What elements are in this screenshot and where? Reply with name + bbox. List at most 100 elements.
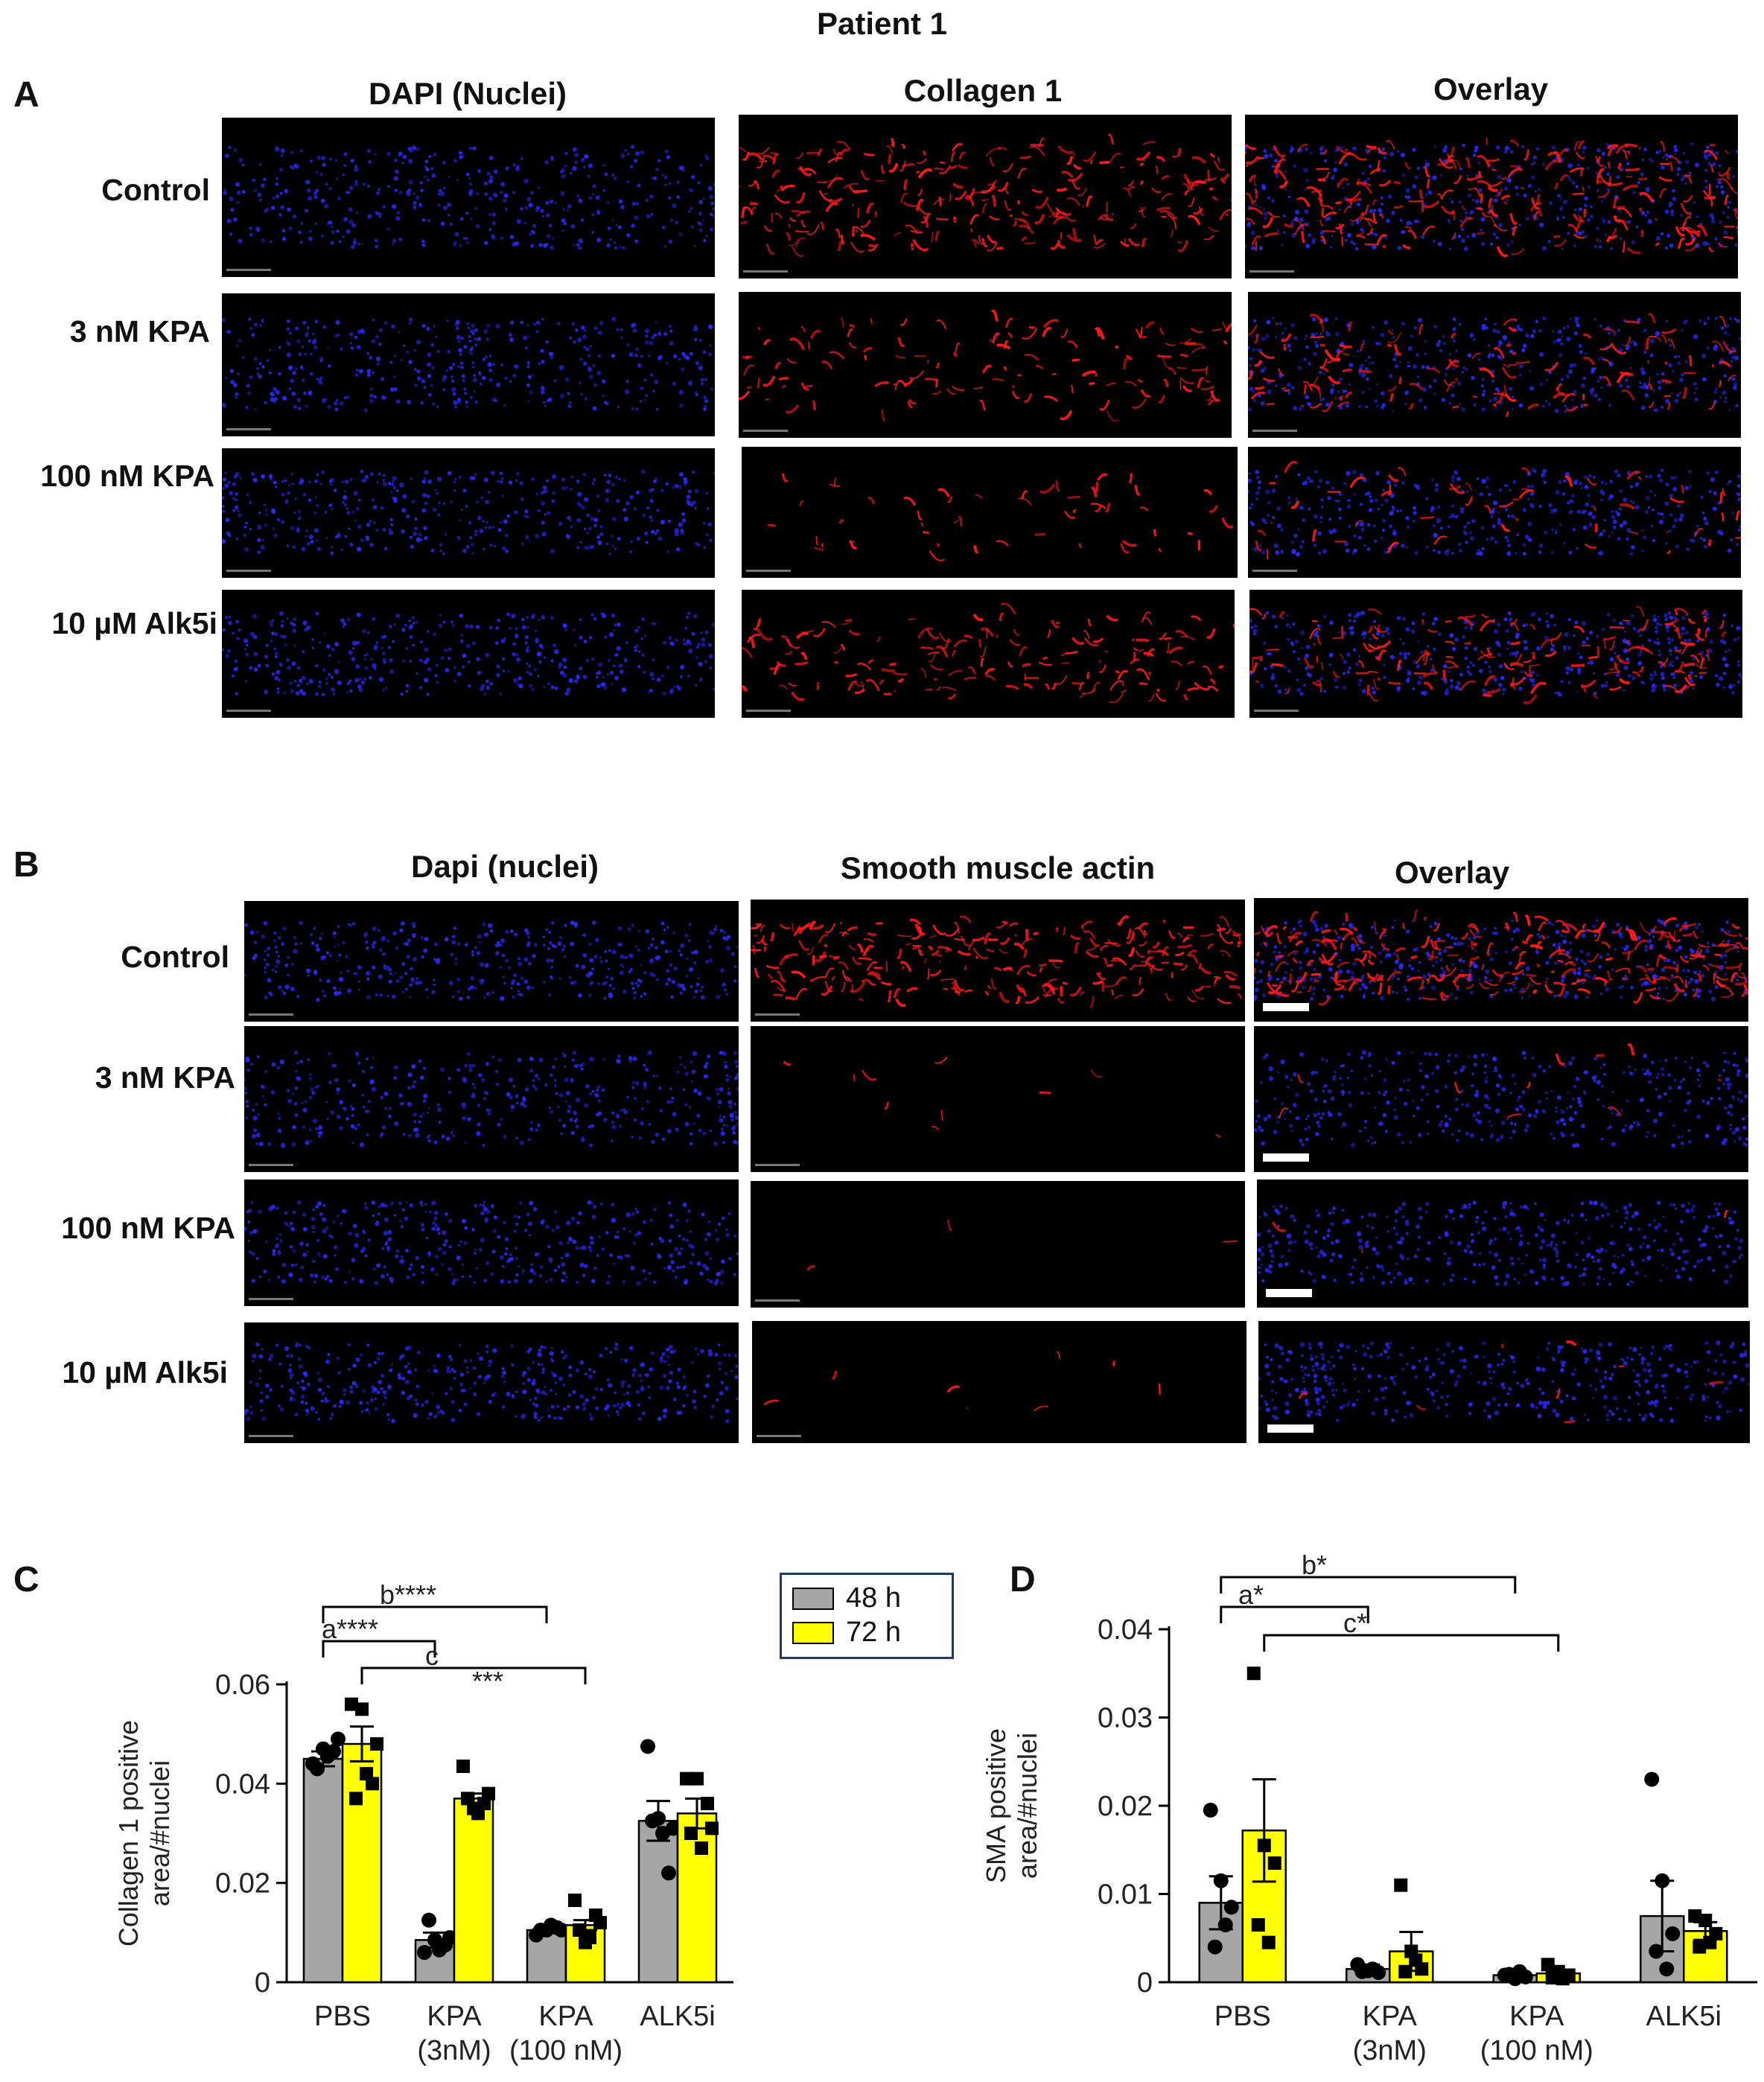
data-point xyxy=(1665,1926,1681,1941)
panel-a-row-100nm-kpa: 100 nM KPA xyxy=(40,459,214,493)
panel-a-letter: A xyxy=(13,75,39,115)
data-point xyxy=(583,1931,596,1944)
panel-b-col-dapi: Dapi (nuclei) xyxy=(410,849,599,884)
panel-a-overlay-control-image xyxy=(1245,115,1738,278)
data-point xyxy=(482,1786,495,1801)
panel-b-row-control: Control xyxy=(121,940,229,974)
scale-bar xyxy=(1249,270,1294,273)
data-point xyxy=(461,1792,474,1806)
panel-a-dapi-3nm-image xyxy=(222,293,715,436)
panel-b-col-sma: Smooth muscle actin xyxy=(840,850,1156,885)
panel-b-letter: B xyxy=(13,845,39,885)
data-point xyxy=(370,1737,383,1751)
significance-bracket xyxy=(1220,1576,1517,1594)
scale-bar xyxy=(226,269,271,271)
data-point xyxy=(320,1748,335,1764)
panel-b-row-alk5i: 10 µM Alk5i xyxy=(62,1355,228,1389)
chart-legend: 48 h 72 h xyxy=(780,1573,954,1659)
x-tick-label: PBS xyxy=(1214,2001,1271,2032)
data-point xyxy=(1217,1917,1233,1932)
panel-a-row-3nm-kpa: 3 nM KPA xyxy=(69,314,210,348)
scale-bar xyxy=(743,430,788,432)
panel-d-chart: 0 0.01 0.02 0.03 0.04 PBS KPA (3nM) KPA (100 nM) A… xyxy=(953,1534,1757,2078)
data-point xyxy=(360,1767,373,1780)
panel-c-letter: C xyxy=(13,1560,39,1599)
panel-b-row-3nm-kpa: 3 nM KPA xyxy=(95,1060,235,1095)
y-tick-label: 0 xyxy=(1137,1967,1153,1999)
data-point xyxy=(1541,1958,1555,1972)
panel-a-dapi-100nm-image xyxy=(222,448,715,578)
panel-a-dapi-control-image xyxy=(222,118,715,277)
data-point xyxy=(349,1792,363,1806)
panel-a-collagen-alk5i-image xyxy=(742,590,1235,718)
data-point xyxy=(1223,1900,1239,1915)
panel-a-col-overlay: Overlay xyxy=(1433,71,1549,106)
data-point xyxy=(1394,1878,1408,1892)
x-tick-label: KPA xyxy=(1363,2001,1418,2032)
y-axis-label: Collagen 1 positivearea/#nuclei xyxy=(113,1720,175,1946)
data-point xyxy=(417,1945,432,1960)
significance-stars: *** xyxy=(472,1666,503,1696)
significance-label: a* xyxy=(1238,1579,1264,1610)
legend-label-48h: 48 h xyxy=(846,1582,901,1614)
panel-b-dapi-control-image xyxy=(244,901,739,1022)
scale-bar xyxy=(757,1435,801,1437)
scale-bar xyxy=(249,1298,293,1300)
y-tick-label: 0.01 xyxy=(1098,1879,1153,1911)
scale-bar xyxy=(1254,710,1299,712)
scale-bar xyxy=(226,570,271,572)
significance-label: c* xyxy=(1343,1608,1367,1638)
panel-a-collagen-100nm-image xyxy=(742,447,1238,578)
data-point xyxy=(1251,1917,1265,1932)
scale-bar xyxy=(249,1164,293,1166)
data-point xyxy=(471,1806,485,1821)
data-point xyxy=(1267,1856,1281,1871)
data-point xyxy=(1698,1914,1713,1928)
scale-bar xyxy=(1263,1003,1309,1011)
scale-bar xyxy=(743,270,788,273)
panel-b-overlay-100nm-image xyxy=(1257,1180,1748,1308)
data-point xyxy=(1409,1953,1423,1967)
panel-a-overlay-3nm-image xyxy=(1248,292,1741,438)
scale-bar xyxy=(249,1435,293,1437)
x-tick-label: PBS xyxy=(314,2001,371,2032)
y-tick-label: 0.02 xyxy=(215,1868,270,1900)
panel-b-sma-3nm-image xyxy=(751,1026,1245,1172)
panel-a-collagen-3nm-image xyxy=(739,292,1232,438)
data-point xyxy=(568,1894,582,1907)
data-point xyxy=(701,1797,714,1810)
significance-bracket xyxy=(322,1640,436,1658)
scale-bar xyxy=(226,428,271,430)
data-point xyxy=(1659,1961,1675,1977)
bar xyxy=(637,1820,679,1984)
scale-bar xyxy=(226,710,271,712)
y-axis-label-line: area/#nuclei xyxy=(144,1760,175,1906)
data-point xyxy=(1203,1802,1218,1818)
significance-bracket xyxy=(1220,1605,1369,1623)
data-point xyxy=(310,1761,325,1777)
scale-bar xyxy=(1267,1424,1314,1433)
x-tick-label: ALK5i xyxy=(1646,2001,1722,2032)
legend-swatch-48h xyxy=(792,1587,834,1610)
panel-b-dapi-alk5i-image xyxy=(244,1322,739,1443)
scale-bar xyxy=(746,710,791,712)
data-point xyxy=(1693,1940,1707,1954)
scale-bar xyxy=(755,1164,800,1166)
bar xyxy=(453,1798,494,1984)
panel-b-overlay-3nm-image xyxy=(1254,1026,1748,1172)
scale-bar xyxy=(1263,1153,1309,1162)
y-tick-label: 0.06 xyxy=(215,1669,270,1701)
data-point xyxy=(1207,1939,1223,1955)
panel-b-sma-alk5i-image xyxy=(752,1321,1246,1443)
x-tick-label: KPA xyxy=(427,2001,482,2032)
x-tick-label: (100 nM) xyxy=(509,2035,623,2066)
x-tick-label: (3nM) xyxy=(1353,2035,1427,2066)
x-tick-label: KPA xyxy=(1509,2001,1564,2032)
y-tick-label: 0.04 xyxy=(215,1769,270,1800)
x-tick-label: ALK5i xyxy=(640,2001,715,2032)
y-axis-label-line: SMA positive xyxy=(981,1728,1011,1883)
bar xyxy=(302,1757,344,1984)
data-point xyxy=(1512,1964,1527,1979)
legend-label-72h: 72 h xyxy=(846,1617,901,1648)
data-point xyxy=(1655,1873,1670,1888)
